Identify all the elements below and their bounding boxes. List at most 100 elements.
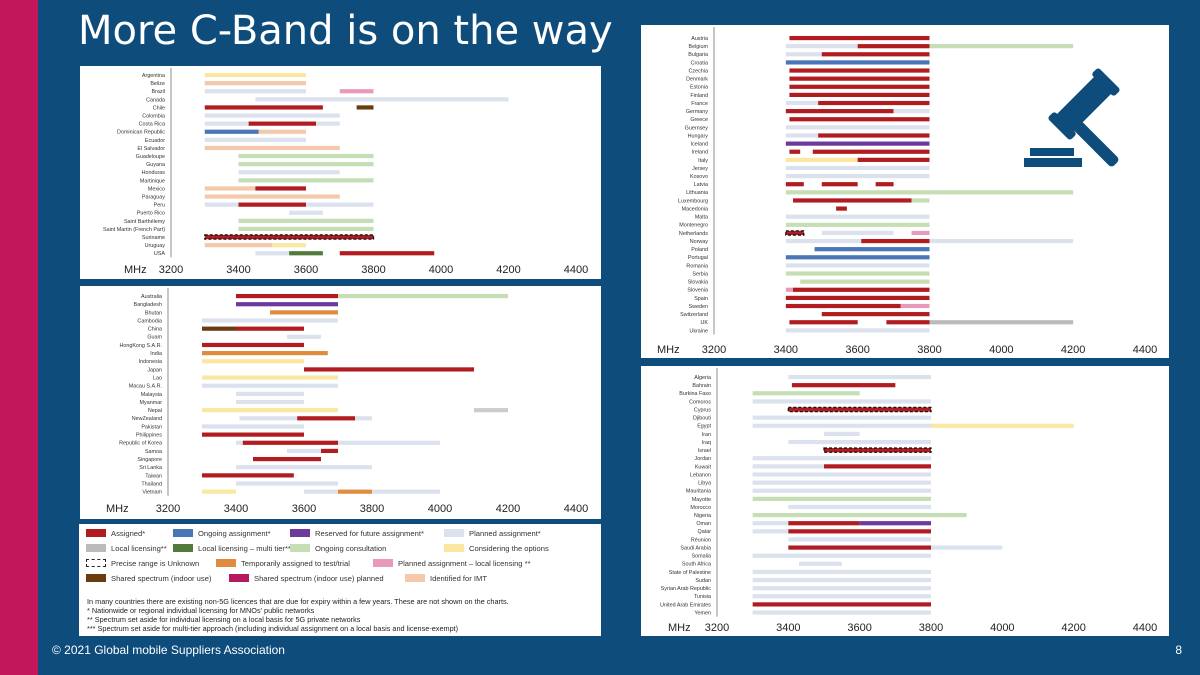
- spectrum-bar-planned: [287, 448, 321, 454]
- country-label: Germany: [686, 109, 708, 115]
- spectrum-bar-assigned: [242, 440, 338, 445]
- spectrum-bar-planned: [785, 263, 930, 268]
- footer-copyright: © 2021 Global mobile Suppliers Associati…: [52, 643, 285, 657]
- spectrum-bar-assigned: [339, 251, 435, 256]
- x-axis-title: MHz: [657, 344, 680, 356]
- country-label: Libya: [698, 481, 711, 487]
- country-label: Myanmar: [140, 400, 163, 406]
- spectrum-bar-planned: [785, 214, 930, 219]
- country-label: Guadeloupe: [136, 154, 165, 160]
- x-tick-label: 4400: [1133, 344, 1157, 356]
- country-label: Brazil: [152, 89, 165, 95]
- chart-panel-europe: Austria Belgium Bulgaria Croatia Czechia Denm…: [641, 25, 1169, 358]
- legend-label: Assigned*: [111, 529, 146, 538]
- country-label: Cyprus: [694, 407, 711, 413]
- country-label: Netherlands: [679, 231, 708, 237]
- country-label: Spain: [694, 296, 708, 302]
- spectrum-bar-planned: [355, 416, 372, 421]
- spectrum-bar-unknown-outline: [787, 406, 932, 413]
- legend-item-test: Temporarily assigned to test/trial: [216, 559, 350, 568]
- country-label: Comoros: [689, 399, 711, 405]
- spectrum-bar-planned: [788, 504, 931, 510]
- spectrum-bar-consult: [785, 190, 1074, 195]
- spectrum-bar-test: [202, 351, 328, 356]
- x-tick-label: 4200: [1061, 622, 1085, 634]
- x-tick-label: 4200: [1061, 344, 1085, 356]
- spectrum-bar-planned: [785, 133, 819, 138]
- spectrum-bar-consult: [911, 198, 930, 203]
- spectrum-bar-assigned: [818, 133, 930, 138]
- country-label: Suriname: [142, 235, 165, 241]
- spectrum-bar-planned: [239, 416, 298, 421]
- country-label: Saudi Arabia: [680, 545, 711, 551]
- legend-item-multi: Local licensing – multi tier***: [173, 544, 294, 553]
- legend-label: Local licensing – multi tier***: [198, 544, 294, 553]
- spectrum-bar-assigned: [824, 448, 931, 453]
- country-label: Macau S.A.R.: [129, 384, 162, 390]
- spectrum-bar-consult: [800, 279, 930, 284]
- spectrum-bar-planned: [204, 137, 306, 142]
- legend-label: Temporarily assigned to test/trial: [241, 559, 350, 568]
- spectrum-bar-options: [931, 423, 1074, 428]
- country-label: Japan: [147, 367, 162, 373]
- spectrum-bar-test: [338, 489, 372, 494]
- country-label: Sudan: [695, 578, 711, 584]
- spectrum-bar-planned: [752, 456, 931, 461]
- country-label: Slovakia: [688, 280, 708, 286]
- country-label: Cambodia: [137, 318, 162, 324]
- spectrum-bar-consult: [785, 271, 930, 276]
- gavel-icon: [1020, 62, 1148, 176]
- spectrum-bar-ongoing: [204, 129, 259, 134]
- spectrum-bar-planned: [788, 537, 931, 542]
- spectrum-bar-planned: [788, 374, 931, 380]
- country-label: Hungary: [688, 133, 709, 139]
- x-axis-title: MHz: [106, 503, 129, 515]
- spectrum-bar-plan_local: [900, 303, 930, 309]
- chart-svg-mea: Algeria Bahrain Burkina Faso Comoros Cyprus D…: [660, 368, 1157, 634]
- country-label: Czechia: [689, 68, 708, 74]
- chart-svg-asia-pacific: Australia Bangladesh Bhutan Cambodia China Gu…: [106, 288, 588, 515]
- x-tick-label: 3200: [702, 344, 726, 356]
- spectrum-bar-imt: [204, 194, 340, 199]
- country-label: Puerto Rico: [137, 211, 165, 217]
- country-label: Guam: [147, 335, 162, 341]
- spectrum-bar-planned: [799, 561, 842, 566]
- country-label: Mauritania: [686, 489, 711, 495]
- spectrum-bar-planned: [752, 594, 931, 599]
- spectrum-bar-assigned: [785, 303, 901, 309]
- slide-title: More C-Band is on the way: [78, 8, 613, 54]
- x-tick-label: 4400: [1133, 622, 1157, 634]
- spectrum-bar-planned: [204, 202, 239, 207]
- spectrum-bar-planned: [752, 529, 789, 534]
- spectrum-bar-planned: [338, 440, 440, 445]
- gavel-head: [1048, 68, 1120, 140]
- spectrum-bar-planned: [304, 489, 338, 494]
- x-tick-label: 4400: [564, 503, 588, 515]
- spectrum-bar-options: [272, 243, 306, 248]
- spectrum-bar-planned: [752, 399, 931, 404]
- spectrum-bar-planned: [236, 399, 304, 405]
- spectrum-bar-assigned: [321, 448, 338, 454]
- legend-label: Planned assignment*: [469, 529, 541, 538]
- spectrum-bar-imt: [204, 243, 273, 248]
- spectrum-bar-assigned: [793, 198, 912, 203]
- x-tick-label: 4000: [428, 503, 452, 515]
- spectrum-bar-assigned: [821, 312, 930, 317]
- chart-panel-mea: Algeria Bahrain Burkina Faso Comoros Cyprus D…: [641, 366, 1169, 636]
- country-label: Peru: [154, 203, 165, 209]
- legend-note: *** Spectrum set aside for multi-tier ap…: [87, 624, 459, 633]
- spectrum-bar-planned: [785, 100, 819, 106]
- x-tick-label: 4400: [564, 264, 588, 276]
- spectrum-bar-planned: [204, 89, 306, 94]
- country-label: Honduras: [142, 170, 166, 176]
- spectrum-bar-assigned: [812, 149, 930, 154]
- spectrum-bar-options: [785, 157, 858, 162]
- country-label: Luxembourg: [678, 198, 708, 204]
- spectrum-bar-planned: [236, 465, 372, 470]
- spectrum-bar-ongoing: [814, 247, 930, 252]
- country-label: Saint Martin (French Part): [103, 227, 165, 233]
- spectrum-bar-indoor: [202, 326, 236, 331]
- spectrum-bar-consult: [752, 513, 931, 518]
- spectrum-bar-planned: [785, 174, 930, 179]
- country-label: State of Palestine: [669, 570, 711, 576]
